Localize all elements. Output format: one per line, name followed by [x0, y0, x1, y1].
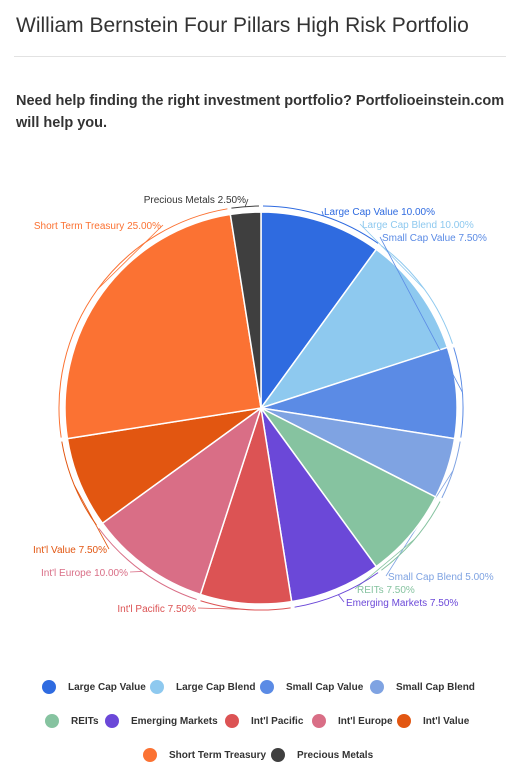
- legend-item[interactable]: Emerging Markets: [105, 714, 218, 728]
- data-label: Short Term Treasury 25.00%: [34, 221, 161, 232]
- help-text: Need help finding the right investment p…: [16, 93, 505, 131]
- legend-swatch: [42, 680, 56, 694]
- data-label-leader: [197, 607, 246, 610]
- data-label: REITs 7.50%: [357, 585, 415, 596]
- legend-item[interactable]: Large Cap Blend: [150, 680, 255, 694]
- data-label-leader: [74, 485, 110, 550]
- pie-slice-large-cap-value[interactable]: [260, 211, 378, 411]
- slice-outline-arc: [453, 347, 464, 438]
- legend-label: Precious Metals: [297, 749, 374, 761]
- page-title: William Bernstein Four Pillars High Risk…: [16, 14, 469, 37]
- legend-label: Short Term Treasury: [169, 749, 267, 761]
- legend-item[interactable]: Small Cap Value: [260, 680, 363, 694]
- data-label: Int'l Europe 10.00%: [41, 568, 128, 579]
- legend-label: Emerging Markets: [131, 715, 218, 727]
- legend-label: Int'l Pacific: [251, 715, 304, 727]
- legend-label: Small Cap Blend: [396, 681, 475, 693]
- data-label-leader: [359, 223, 425, 290]
- legend-label: Large Cap Blend: [176, 681, 256, 693]
- legend-item[interactable]: Small Cap Blend: [370, 680, 475, 694]
- legend-swatch: [143, 748, 157, 762]
- chart-legend: Large Cap Value Large Cap Blend Small Cap …: [0, 670, 526, 770]
- legend-label: REITs: [71, 715, 99, 727]
- pie-slice-int-l-europe[interactable]: [101, 406, 263, 596]
- data-label-leader: [97, 224, 164, 290]
- legend-item[interactable]: Large Cap Value: [42, 680, 146, 694]
- slice-outline-arc: [263, 205, 379, 244]
- legend-swatch: [260, 680, 274, 694]
- data-label-leader: [337, 594, 345, 603]
- data-label: Small Cap Value 7.50%: [382, 233, 487, 244]
- pie-slice-short-term-treasury[interactable]: [64, 213, 262, 440]
- legend-item[interactable]: Int'l Value: [397, 714, 469, 728]
- legend-swatch: [370, 680, 384, 694]
- title-divider: [14, 56, 506, 57]
- legend-label: Int'l Value: [423, 715, 470, 727]
- pie-chart-svg: Large Cap Value 10.00% Large Cap Blend 10…: [33, 195, 494, 615]
- slice-outline-arc: [200, 600, 291, 611]
- slice-outline-arc: [381, 501, 441, 571]
- data-label: Large Cap Value 10.00%: [324, 207, 435, 218]
- legend-item[interactable]: Int'l Pacific: [225, 714, 303, 728]
- legend-item[interactable]: REITs: [45, 714, 99, 728]
- legend-swatch: [45, 714, 59, 728]
- legend-swatch: [397, 714, 411, 728]
- data-label: Large Cap Blend 10.00%: [362, 220, 474, 231]
- data-label: Small Cap Blend 5.00%: [388, 572, 494, 583]
- legend-label: Small Cap Value: [286, 681, 364, 693]
- pie-chart: Large Cap Value 10.00% Large Cap Blend 10…: [0, 180, 526, 620]
- legend-label: Large Cap Value: [68, 681, 146, 693]
- pie-slice-large-cap-blend[interactable]: [259, 248, 449, 410]
- data-label-leader: [244, 198, 249, 207]
- legend-item[interactable]: Int'l Europe: [312, 714, 393, 728]
- legend-swatch: [312, 714, 326, 728]
- data-label: Emerging Markets 7.50%: [346, 598, 458, 609]
- slice-outline-arc: [294, 572, 379, 608]
- pie-slice-precious-metals[interactable]: [229, 211, 262, 409]
- data-label-leader: [379, 236, 463, 393]
- data-label-leader: [321, 210, 324, 216]
- legend-swatch: [225, 714, 239, 728]
- slice-outline-arc: [98, 528, 197, 600]
- legend-swatch: [271, 748, 285, 762]
- legend-swatch: [105, 714, 119, 728]
- legend-item[interactable]: Short Term Treasury: [143, 748, 266, 762]
- legend-swatch: [150, 680, 164, 694]
- data-label: Int'l Value 7.50%: [33, 545, 107, 556]
- legend-label: Int'l Europe: [338, 715, 393, 727]
- legend-item[interactable]: Precious Metals: [271, 748, 373, 762]
- data-label-leader: [129, 571, 143, 573]
- data-label: Int'l Pacific 7.50%: [117, 604, 196, 615]
- data-label: Precious Metals 2.50%: [144, 195, 246, 206]
